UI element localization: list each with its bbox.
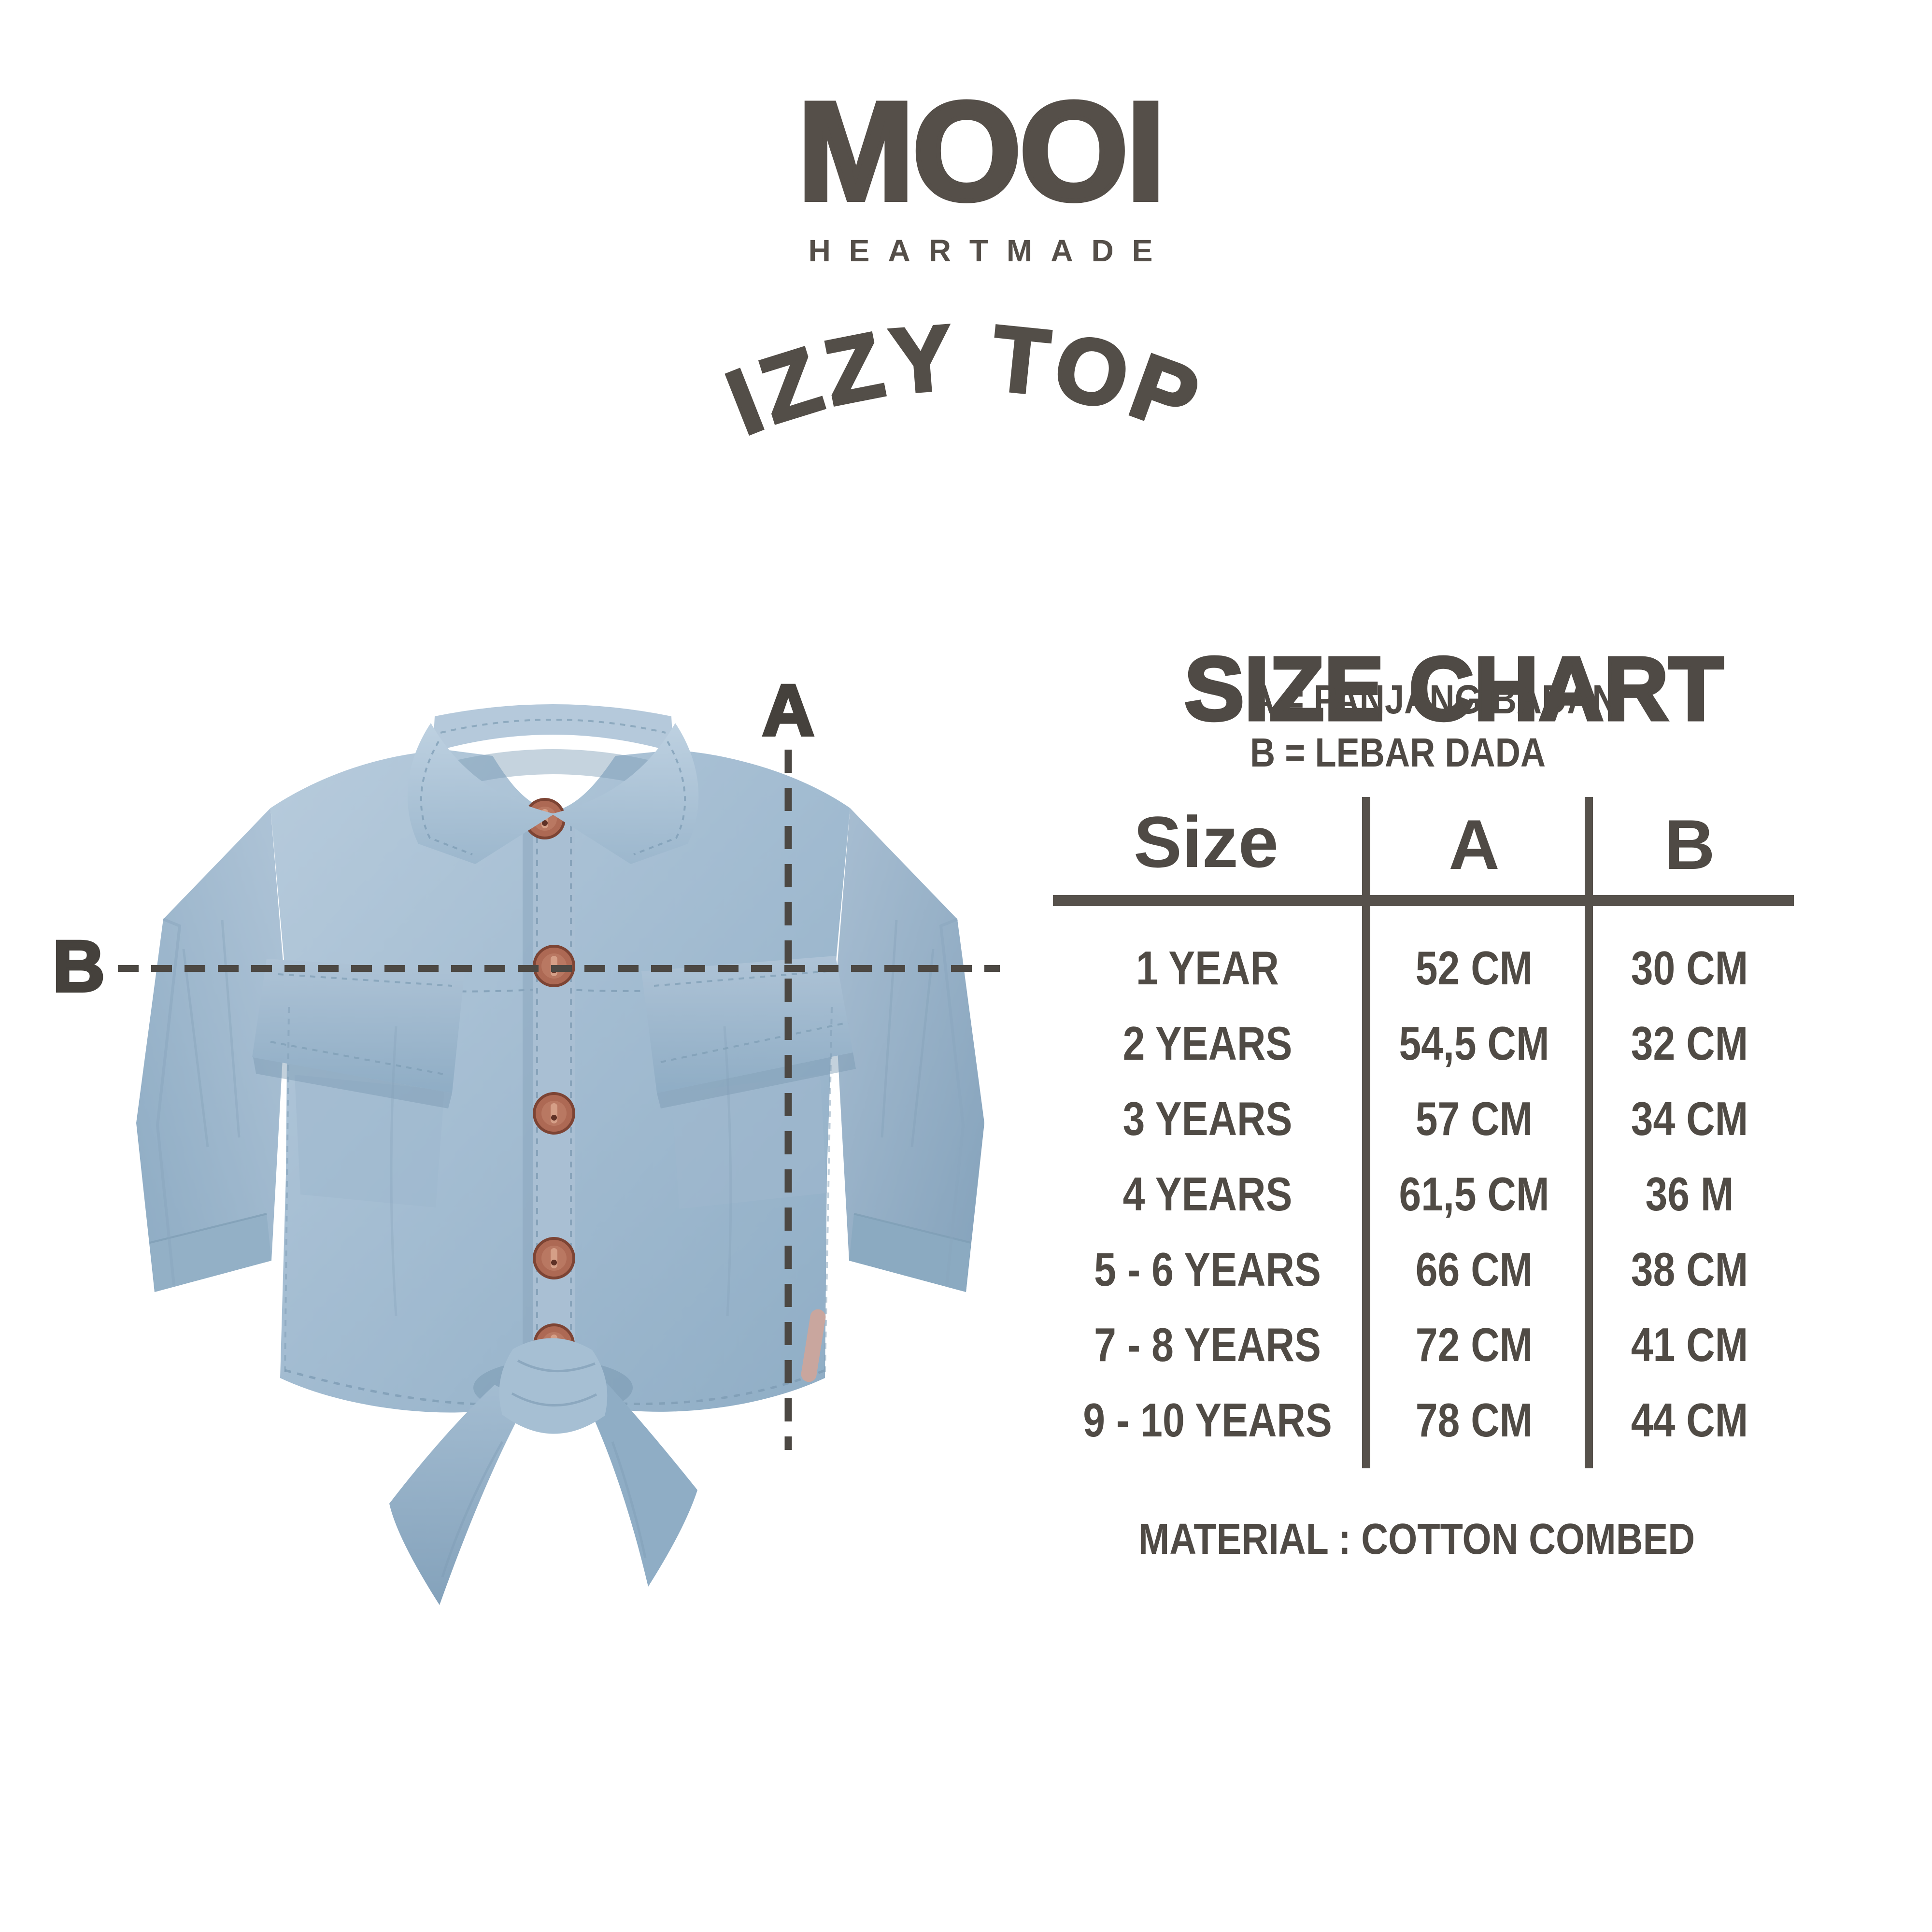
measure-label-a: A — [761, 669, 816, 751]
cell-b: 36 M — [1645, 1167, 1734, 1221]
side-tag — [801, 1309, 826, 1382]
table-row: 7 - 8 YEARS 72 CM 41 CM — [1053, 1317, 1794, 1373]
left-pocket — [252, 959, 465, 1208]
table-row: 1 YEAR 52 CM 30 CM — [1053, 940, 1794, 996]
material-note: MATERIAL : COTTON COMBED — [1138, 1515, 1695, 1563]
cell-size: 2 YEARS — [1122, 1017, 1293, 1070]
shirt-right-sleeve — [835, 808, 984, 1292]
cell-b: 32 CM — [1631, 1017, 1748, 1070]
legend-b: B = LEBAR DADA — [1250, 730, 1546, 775]
product-photo-shirt — [136, 704, 984, 1605]
cell-a: 52 CM — [1415, 941, 1533, 994]
table-divider-1 — [1362, 797, 1370, 1468]
brand-header: MOOI HEARTMADE — [662, 73, 1299, 269]
size-chart-title: SIZE CHART — [1183, 639, 1725, 739]
cell-a: 72 CM — [1415, 1318, 1533, 1371]
cell-b: 34 CM — [1631, 1092, 1748, 1145]
size-chart-legend: A = PANJANG BADAN B = LEBAR DADA — [1250, 679, 1677, 773]
table-row: 9 - 10 YEARS 78 CM 44 CM — [1053, 1392, 1794, 1448]
cell-b: 38 CM — [1631, 1243, 1748, 1296]
cell-b: 44 CM — [1631, 1393, 1748, 1447]
measure-label-b: B — [51, 925, 106, 1007]
cell-a: 78 CM — [1415, 1393, 1533, 1447]
button — [533, 1237, 575, 1279]
table-row: 3 YEARS 57 CM 34 CM — [1053, 1091, 1794, 1147]
cell-size: 9 - 10 YEARS — [1083, 1393, 1332, 1447]
cell-size: 5 - 6 YEARS — [1094, 1243, 1321, 1296]
cell-size: 3 YEARS — [1122, 1092, 1293, 1145]
cell-b: 30 CM — [1631, 941, 1748, 994]
table-row: 2 YEARS 54,5 CM 32 CM — [1053, 1015, 1794, 1071]
seam-stitches — [284, 1007, 833, 1406]
shirt-left-sleeve — [136, 808, 286, 1292]
column-header-size: Size — [1133, 801, 1279, 882]
cell-size: 4 YEARS — [1122, 1167, 1293, 1221]
cell-a: 66 CM — [1415, 1243, 1533, 1296]
brand-tagline: HEARTMADE — [808, 233, 1171, 268]
cell-size: 1 YEAR — [1136, 941, 1279, 994]
cell-size: 7 - 8 YEARS — [1094, 1318, 1321, 1371]
legend-a: A = PANJANG BADAN — [1250, 677, 1618, 722]
cell-a: 61,5 CM — [1399, 1167, 1549, 1221]
brand-logo: MOOI — [795, 73, 1167, 229]
product-title-text: IZZY TOP — [714, 306, 1216, 454]
cell-a: 54,5 CM — [1399, 1017, 1549, 1070]
column-header-b: B — [1664, 805, 1715, 884]
tie-knot — [389, 1338, 697, 1605]
button — [533, 945, 575, 987]
button — [533, 1092, 575, 1135]
cell-b: 41 CM — [1631, 1318, 1748, 1371]
product-title: IZZY TOP — [712, 304, 1216, 456]
table-header-rule — [1053, 895, 1794, 906]
shirt-collar — [407, 704, 699, 864]
table-row: 4 YEARS 61,5 CM 36 M — [1053, 1166, 1794, 1222]
column-header-a: A — [1449, 805, 1500, 884]
table-divider-2 — [1585, 797, 1593, 1468]
table-row: 5 - 6 YEARS 66 CM 38 CM — [1053, 1241, 1794, 1297]
cell-a: 57 CM — [1415, 1092, 1533, 1145]
